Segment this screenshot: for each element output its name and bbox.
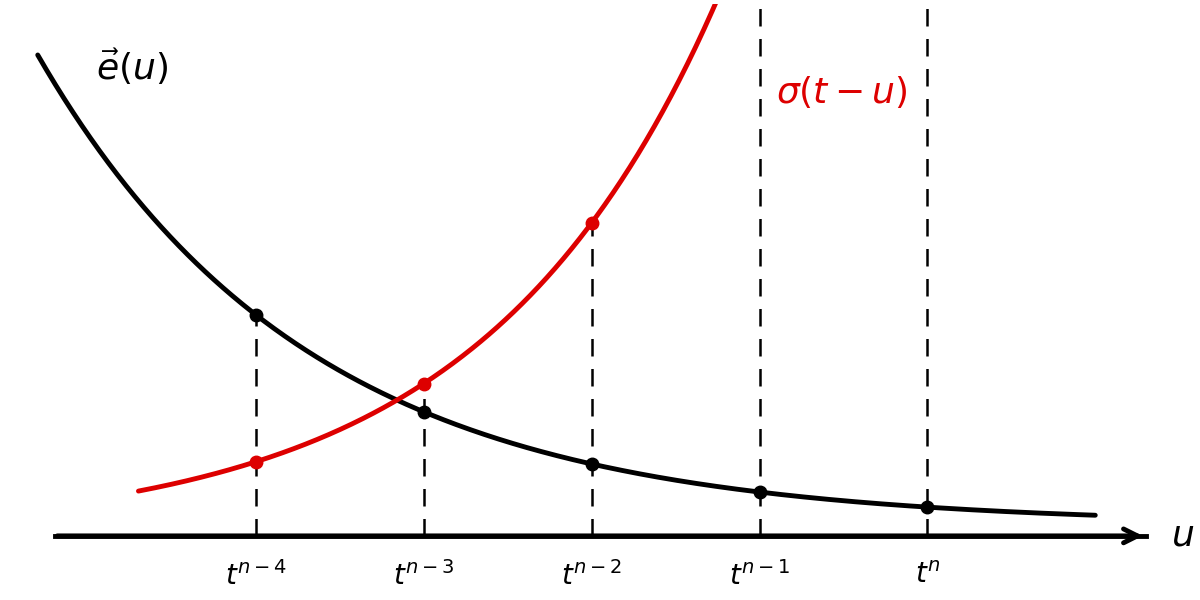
Text: $u$: $u$ bbox=[1171, 519, 1194, 553]
Text: $\vec{e}(u)$: $\vec{e}(u)$ bbox=[96, 46, 169, 87]
Text: $t^{n-4}$: $t^{n-4}$ bbox=[224, 561, 287, 591]
Text: $t^{n}$: $t^{n}$ bbox=[914, 561, 941, 589]
Text: $t^{n-2}$: $t^{n-2}$ bbox=[562, 561, 623, 591]
Text: $\sigma(t-u)$: $\sigma(t-u)$ bbox=[776, 74, 907, 110]
Text: $t^{n-3}$: $t^{n-3}$ bbox=[392, 561, 455, 591]
Text: $t^{n-1}$: $t^{n-1}$ bbox=[728, 561, 791, 591]
